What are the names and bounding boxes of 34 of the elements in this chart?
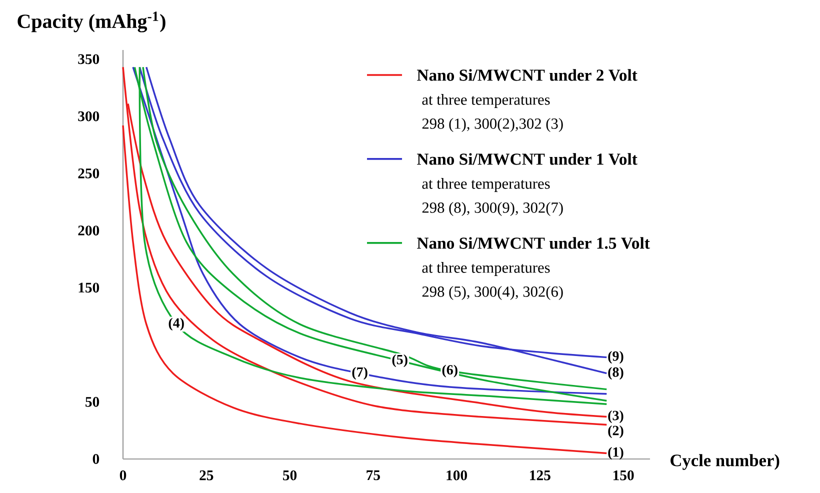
series-label: (2) — [608, 425, 624, 438]
series-label: (3) — [608, 410, 624, 424]
annotation: Nano Si/MWCNT under 2 Volt — [417, 69, 638, 81]
x-tick-label: 25 — [200, 470, 214, 480]
series-label: (8) — [608, 366, 624, 380]
y-tick-label: 200 — [78, 226, 100, 236]
annotation: at three temperatures — [422, 262, 550, 276]
y-tick-label: 50 — [86, 396, 100, 407]
x-tick-label: 0 — [120, 470, 126, 480]
annotation: Nano Si/MWCNT under 1 Volt — [417, 153, 638, 165]
y-axis-title: Cpacity (mAhg$^{-1}$) — [18, 12, 166, 32]
series-label: (1) — [608, 446, 624, 460]
y-tick-label: 350 — [78, 54, 100, 64]
y-tick-label: 250 — [78, 168, 100, 178]
x-tick-label: 125 — [530, 470, 550, 480]
annotation: 298 (5), 300(4), 302(6) — [422, 286, 563, 300]
annotation: at three temperatures — [422, 94, 550, 108]
annotation: (7) — [352, 366, 368, 380]
annotation: (4) — [168, 318, 184, 331]
annotation: 298 (8), 300(9), 302(7) — [422, 202, 563, 216]
series-label: (9) — [608, 350, 624, 364]
x-tick-label: 75 — [366, 470, 380, 480]
annotation: at three temperatures — [422, 178, 550, 192]
x-axis-title: Cycle number) — [670, 454, 780, 470]
y-tick-label: 0 — [92, 454, 100, 464]
y-tick-label: 300 — [78, 111, 100, 122]
x-tick-label: 100 — [446, 470, 467, 480]
annotation: 298 (1), 300(2),302 (3) — [422, 118, 563, 132]
annotation: Nano Si/MWCNT under 1.5 Volt — [417, 237, 650, 249]
annotation: (6) — [442, 364, 458, 378]
y-tick-label: 150 — [78, 282, 100, 293]
x-tick-label: 50 — [283, 470, 297, 480]
x-tick-label: 150 — [613, 470, 634, 480]
annotation: (5) — [392, 354, 408, 368]
